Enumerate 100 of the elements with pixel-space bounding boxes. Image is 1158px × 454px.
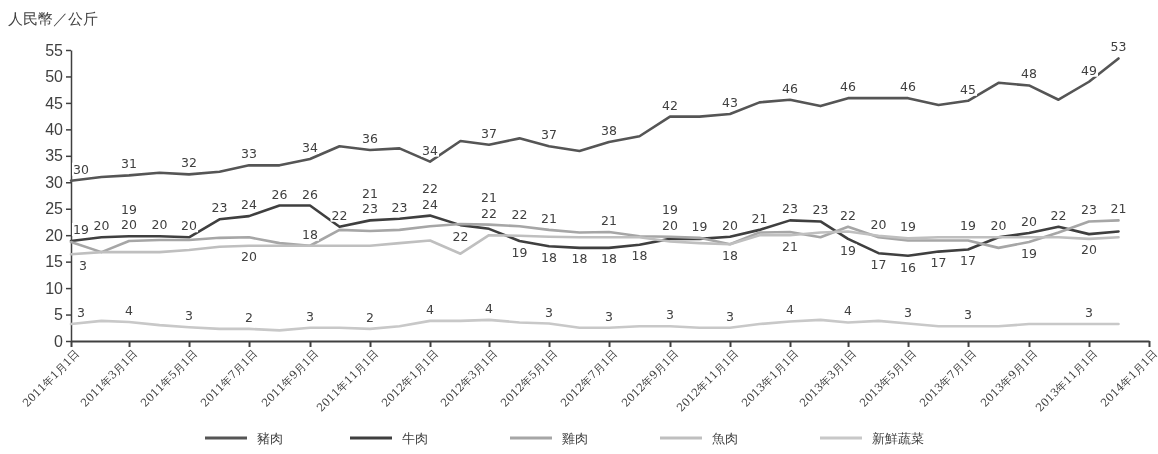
data-label: 23 — [362, 201, 378, 217]
data-label: 3 — [726, 308, 734, 324]
data-label: 31 — [121, 156, 137, 172]
data-label: 17 — [870, 257, 887, 273]
data-label: 19 — [960, 218, 977, 234]
data-label: 23 — [391, 199, 408, 215]
data-label: 20 — [181, 218, 198, 234]
data-label: 21 — [362, 185, 378, 201]
data-label: 22 — [1050, 207, 1067, 223]
data-label: 32 — [181, 155, 197, 171]
data-label: 53 — [1110, 39, 1127, 55]
data-label: 20 — [93, 218, 110, 234]
data-label: 21 — [541, 210, 557, 226]
data-label: 17 — [960, 253, 976, 269]
data-label: 37 — [541, 127, 557, 143]
y-tick-label: 40 — [45, 120, 64, 138]
y-tick-label: 50 — [45, 68, 64, 86]
data-label: 43 — [722, 95, 738, 111]
legend-label: 魚肉 — [712, 431, 738, 446]
data-label: 17 — [930, 254, 947, 270]
y-tick-label: 45 — [45, 94, 64, 112]
data-label: 19 — [1021, 246, 1037, 262]
data-label: 4 — [426, 301, 435, 317]
data-label: 3 — [666, 307, 674, 323]
data-label: 21 — [751, 210, 768, 226]
data-label: 23 — [812, 202, 829, 218]
y-tick-label: 35 — [45, 147, 64, 165]
data-label: 4 — [485, 300, 494, 316]
data-label: 4 — [125, 302, 134, 318]
y-tick-label: 5 — [54, 306, 64, 324]
legend-label: 新鮮蔬菜 — [872, 431, 924, 446]
data-label: 3 — [605, 308, 613, 324]
data-label: 3 — [185, 308, 194, 324]
data-label: 20 — [722, 217, 738, 233]
data-label: 22 — [481, 205, 497, 221]
data-label: 18 — [601, 250, 618, 266]
data-label: 4 — [844, 303, 853, 319]
data-label: 3 — [1085, 305, 1093, 321]
data-label: 18 — [302, 226, 319, 242]
y-tick-label: 55 — [45, 41, 64, 59]
y-tick-label: 25 — [45, 200, 64, 218]
data-label: 36 — [362, 131, 379, 146]
data-label: 19 — [840, 242, 857, 258]
data-label: 37 — [481, 125, 497, 141]
data-label: 20 — [121, 217, 138, 233]
data-label: 20 — [1081, 242, 1097, 258]
data-label: 49 — [1081, 62, 1097, 78]
data-label: 22 — [422, 181, 438, 197]
data-label: 22 — [331, 207, 348, 223]
data-label: 26 — [271, 186, 288, 202]
data-label: 4 — [786, 302, 795, 318]
data-label: 3 — [904, 304, 912, 320]
data-label: 18 — [631, 247, 648, 263]
data-label: 19 — [691, 218, 708, 234]
line-series — [69, 57, 1120, 182]
data-label: 3 — [306, 308, 314, 324]
data-label: 48 — [1021, 66, 1037, 82]
data-label: 19 — [121, 202, 138, 217]
annotation: 3 — [79, 258, 87, 273]
legend-label: 豬肉 — [257, 431, 283, 446]
data-label: 46 — [840, 79, 857, 95]
data-label: 23 — [1081, 202, 1097, 218]
data-label: 3 — [545, 304, 553, 320]
data-label: 20 — [870, 217, 887, 233]
data-label: 16 — [900, 259, 917, 275]
y-tick-label: 30 — [45, 173, 64, 191]
data-label: 24 — [422, 196, 439, 212]
data-label: 45 — [960, 81, 976, 97]
data-label: 33 — [241, 146, 257, 162]
data-label: 23 — [211, 200, 228, 216]
data-label: 21 — [1110, 201, 1127, 217]
data-label: 20 — [662, 217, 678, 233]
data-label: 19 — [900, 219, 917, 235]
y-tick-label: 0 — [54, 332, 64, 350]
data-label: 23 — [782, 201, 798, 217]
data-label: 20 — [151, 217, 168, 233]
data-label: 19 — [73, 222, 89, 237]
data-label: 24 — [241, 197, 258, 213]
data-label: 21 — [601, 213, 617, 229]
data-label: 21 — [481, 189, 497, 205]
data-label: 18 — [722, 248, 738, 264]
data-label: 2 — [245, 309, 253, 325]
data-label: 34 — [302, 139, 319, 155]
data-label: 3 — [964, 307, 972, 323]
data-label: 42 — [662, 97, 678, 113]
data-label: 21 — [782, 239, 798, 255]
data-label: 20 — [241, 249, 258, 265]
data-label: 18 — [571, 250, 588, 266]
legend-label: 雞肉 — [562, 431, 588, 446]
data-label: 46 — [900, 79, 917, 95]
data-label: 2 — [366, 309, 374, 325]
data-label: 46 — [782, 80, 798, 96]
data-label: 30 — [73, 161, 89, 177]
y-tick-label: 10 — [45, 279, 64, 297]
y-tick-label: 15 — [45, 253, 64, 271]
y-tick-label: 20 — [45, 226, 64, 244]
data-label: 26 — [302, 186, 319, 202]
data-label: 38 — [601, 123, 618, 139]
legend-label: 牛肉 — [402, 431, 428, 446]
y-axis-title: 人民幣／公斤 — [8, 10, 98, 28]
